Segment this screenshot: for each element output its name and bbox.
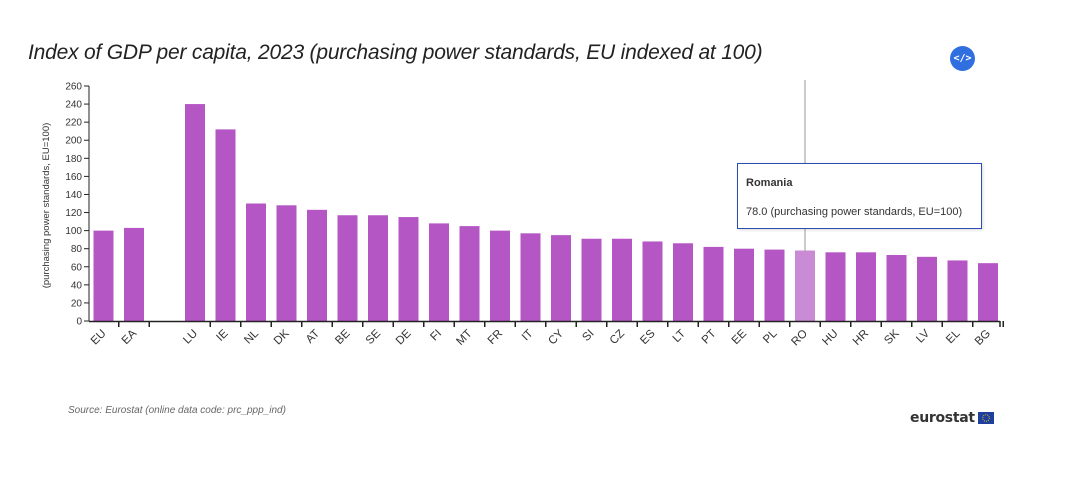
y-tick-label: 60 (71, 262, 83, 273)
y-tick-label: 0 (76, 317, 82, 328)
bar-es (642, 241, 663, 321)
tooltip-value: 78.0 (purchasing power standards, EU=100… (746, 206, 963, 218)
x-tick-label-ea: EA (120, 327, 140, 347)
bar-eu (93, 230, 114, 321)
bar-it (520, 233, 541, 321)
x-tick-label-lv: LV (914, 327, 932, 345)
source-note: Source: Eurostat (online data code: prc_… (68, 405, 286, 416)
x-tick-label-hu: HU (820, 328, 840, 348)
bar-mt (459, 226, 480, 321)
y-tick-label: 40 (71, 280, 83, 291)
bar-de (398, 217, 419, 321)
bar-fr (490, 230, 510, 321)
bar-ee (734, 248, 754, 321)
x-tick-label-ie: IE (214, 327, 230, 343)
y-tick-label: 20 (71, 298, 83, 309)
x-tick-label-dk: DK (272, 327, 292, 347)
x-tick-label-el: EL (944, 327, 963, 346)
x-tick-label-pt: PT (700, 328, 719, 347)
x-tick-label-fi: FI (428, 328, 444, 344)
x-tick-label-de: DE (394, 327, 414, 347)
code-embed-icon: </> (953, 53, 972, 64)
bar-el (947, 260, 968, 321)
y-tick-label: 200 (65, 136, 82, 147)
bar-sk (886, 255, 907, 321)
x-tick-label-cy: CY (546, 327, 566, 347)
bar-at (307, 209, 327, 321)
bar-hr (856, 252, 876, 321)
bar-cy (551, 235, 571, 321)
bar-hu (825, 252, 846, 321)
logo-text: eurostat (910, 410, 975, 426)
x-tick-label-hr: HR (851, 328, 871, 348)
bar-ro (795, 250, 815, 321)
bar-cz (612, 238, 632, 321)
bar-lt (673, 243, 693, 321)
bar-lu (185, 104, 205, 321)
y-tick-label: 100 (65, 226, 82, 237)
bar-nl (246, 203, 266, 321)
bar-fi (429, 223, 449, 321)
x-tick-label-sk: SK (882, 327, 902, 347)
x-tick-label-ee: EE (730, 327, 750, 347)
y-tick-label: 260 (65, 82, 82, 93)
x-tick-label-lt: LT (671, 328, 688, 345)
y-tick-label: 80 (71, 244, 83, 255)
x-tick-label-eu: EU (89, 328, 109, 348)
y-tick-label: 140 (65, 190, 82, 201)
x-tick-label-si: SI (580, 328, 596, 344)
tooltip-title: Romania (746, 177, 793, 189)
chart-title: Index of GDP per capita, 2023 (purchasin… (28, 41, 763, 64)
x-tick-label-lu: LU (181, 328, 200, 347)
x-tick-label-mt: MT (454, 328, 474, 348)
bar-si (581, 238, 602, 321)
x-tick-label-cz: CZ (608, 328, 627, 347)
bar-lv (917, 256, 937, 321)
y-tick-label: 180 (65, 154, 82, 165)
x-tick-label-nl: NL (242, 327, 261, 346)
x-tick-label-pl: PL (761, 327, 780, 346)
eurostat-logo[interactable]: eurostat (910, 410, 994, 426)
x-tick-label-fr: FR (486, 328, 505, 347)
y-tick-label: 120 (65, 208, 82, 219)
bar-ie (215, 129, 236, 321)
y-tick-label: 220 (65, 118, 82, 129)
bar-pl (764, 249, 785, 321)
embed-code-button[interactable]: </> (950, 46, 975, 71)
x-tick-label-it: IT (520, 328, 536, 344)
x-tick-label-be: BE (333, 327, 353, 347)
eu-flag-icon (977, 412, 994, 424)
bar-pt (703, 246, 724, 321)
y-tick-label: 240 (65, 100, 82, 111)
x-tick-label-bg: BG (973, 328, 993, 348)
bar-be (337, 215, 358, 321)
bar-dk (276, 205, 297, 321)
bar-bg (978, 263, 998, 321)
bar-ea (124, 227, 144, 321)
y-axis-label: (purchasing power standards, EU=100) (41, 123, 52, 289)
x-tick-label-se: SE (364, 327, 384, 347)
tooltip: Romania 78.0 (purchasing power standards… (737, 163, 982, 229)
x-tick-label-ro: RO (789, 328, 810, 349)
y-tick-label: 160 (65, 172, 82, 183)
x-tick-label-es: ES (638, 327, 658, 347)
x-tick-label-at: AT (304, 328, 322, 346)
bar-se (368, 215, 388, 321)
